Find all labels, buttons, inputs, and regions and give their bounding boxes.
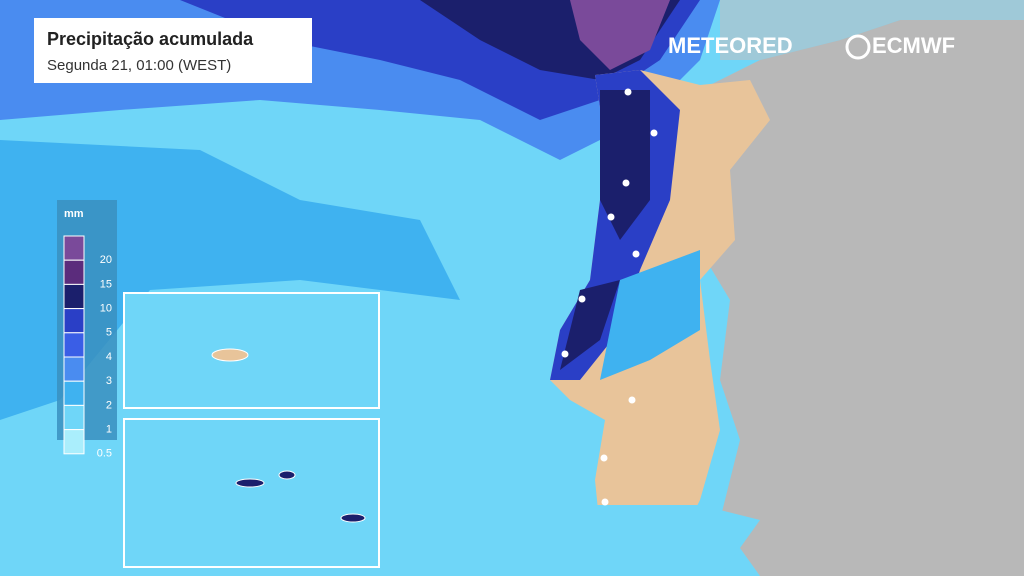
legend-swatch (63, 404, 85, 431)
legend-swatch (63, 429, 85, 455)
legend-swatch (63, 308, 85, 334)
legend-unit: mm (64, 208, 84, 220)
rain-field (600, 90, 650, 240)
rain-field (570, 0, 670, 70)
island (235, 478, 265, 488)
legend-swatch (63, 356, 85, 382)
title: Precipitação acumulada (47, 29, 254, 49)
legend-label: 15 (100, 278, 112, 290)
legend-label: 4 (106, 351, 112, 363)
legend-label: 10 (100, 303, 112, 315)
ocean (560, 505, 760, 576)
model-logo: ECMWF (872, 33, 955, 58)
legend-swatch (63, 259, 85, 285)
legend-label: 1 (106, 424, 112, 436)
legend-swatch (63, 332, 85, 358)
legend-label: 3 (106, 375, 112, 387)
legend-swatch (63, 235, 85, 261)
inset-azores (123, 418, 380, 568)
legend-swatch (63, 380, 85, 406)
island (278, 470, 296, 480)
legend-label: 2 (106, 399, 112, 411)
rain-field (600, 250, 700, 380)
subtitle: Segunda 21, 01:00 (WEST) (47, 57, 231, 74)
land-spain (700, 10, 1024, 576)
land-north (720, 0, 1024, 60)
model-logo-icon (845, 34, 871, 60)
legend: 20 15 10 5 4 3 2 1 0.5 (63, 235, 112, 460)
city-dots (561, 88, 658, 506)
island (340, 513, 366, 523)
legend-label: 20 (100, 254, 112, 266)
legend-label: 0.5 (97, 448, 112, 460)
island (211, 348, 249, 362)
brand-logo: METEORED (668, 33, 793, 58)
legend-label: 5 (106, 327, 112, 339)
legend-swatch (63, 283, 85, 310)
rain-field (560, 280, 620, 370)
inset-madeira (123, 292, 380, 409)
header-box (34, 18, 312, 83)
